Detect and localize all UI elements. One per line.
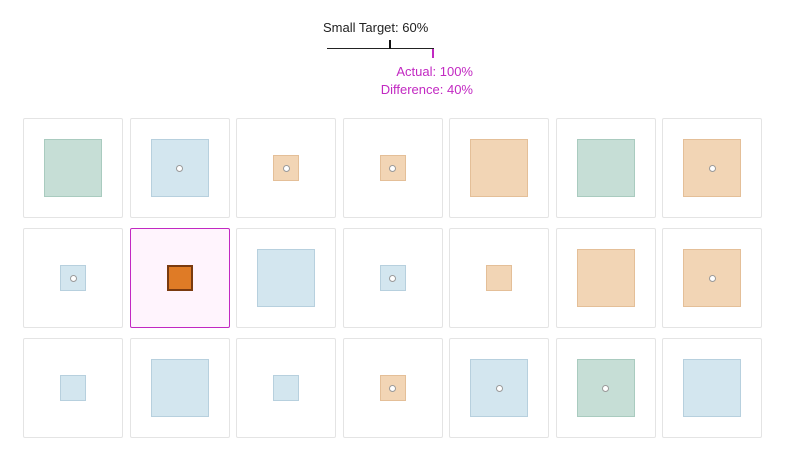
peach-square <box>379 155 406 181</box>
blue-square <box>60 265 86 291</box>
grid-cell-r3-c7[interactable] <box>662 338 762 438</box>
grid-cell-r2-c1[interactable] <box>23 228 123 328</box>
blue-square <box>150 139 209 197</box>
blue-square <box>470 359 528 417</box>
actual-tick-marker <box>432 49 434 58</box>
peach-square <box>379 375 406 401</box>
grid-cell-r2-c7[interactable] <box>662 228 762 328</box>
small-target-label: Small Target: 60% <box>323 20 429 35</box>
grid-cell-r3-c1[interactable] <box>23 338 123 438</box>
blue-square <box>257 249 315 307</box>
green-square <box>576 139 635 197</box>
peach-square <box>576 249 635 307</box>
grid-cell-r3-c3[interactable] <box>236 338 336 438</box>
grid-cell-r1-c7[interactable] <box>662 118 762 218</box>
blue-square <box>683 359 741 417</box>
grid-cell-r1-c1[interactable] <box>23 118 123 218</box>
grid-cell-r1-c5[interactable] <box>449 118 549 218</box>
green-square <box>576 359 635 417</box>
grid-cell-r1-c2[interactable] <box>129 118 230 218</box>
blue-square <box>379 265 406 291</box>
actual-label: Actual: 100% <box>396 64 473 79</box>
center-dot-icon <box>708 274 716 282</box>
peach-square <box>683 249 741 307</box>
grid-cell-r3-c2[interactable] <box>129 338 230 438</box>
difference-label: Difference: 40% <box>380 82 473 97</box>
center-dot-icon <box>69 274 77 282</box>
grid-cell-r3-c6[interactable] <box>555 338 656 438</box>
grid-cell-r2-c5[interactable] <box>449 228 549 328</box>
green-square <box>44 139 102 197</box>
peach-square <box>486 265 512 291</box>
center-dot-icon <box>176 164 183 172</box>
grid-cell-r1-c4[interactable] <box>342 118 443 218</box>
square-grid <box>23 118 762 438</box>
center-dot-icon <box>495 384 503 392</box>
blue-square <box>60 375 86 401</box>
grid-cell-r1-c6[interactable] <box>555 118 656 218</box>
center-dot-icon <box>602 384 609 392</box>
peach-square <box>683 139 741 197</box>
grid-cell-r2-c3[interactable] <box>236 228 336 328</box>
grid-cell-r3-c4[interactable] <box>342 338 443 438</box>
orange-square <box>166 265 193 291</box>
center-dot-icon <box>389 164 396 172</box>
grid-cell-r1-c3[interactable] <box>236 118 336 218</box>
blue-square <box>273 375 299 401</box>
grid-cell-r2-c2[interactable] <box>129 228 230 328</box>
center-dot-icon <box>389 274 396 282</box>
center-dot-icon <box>708 164 716 172</box>
center-dot-icon <box>282 164 290 172</box>
center-dot-icon <box>389 384 396 392</box>
grid-cell-r2-c4[interactable] <box>342 228 443 328</box>
target-scale-header: Small Target: 60% Actual: 100% Differenc… <box>0 0 788 110</box>
scale-line <box>327 48 434 49</box>
peach-square <box>273 155 299 181</box>
grid-cell-r3-c5[interactable] <box>449 338 549 438</box>
peach-square <box>470 139 528 197</box>
target-tick-marker <box>389 40 391 49</box>
grid-cell-r2-c6[interactable] <box>555 228 656 328</box>
blue-square <box>150 359 209 417</box>
